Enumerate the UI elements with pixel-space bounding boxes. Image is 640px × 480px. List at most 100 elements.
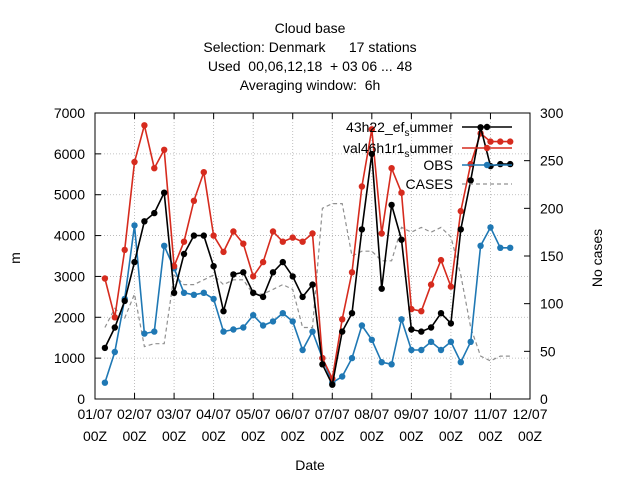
data-point bbox=[101, 275, 109, 282]
data-point bbox=[230, 271, 237, 278]
data-point bbox=[467, 177, 474, 184]
x-tick-sublabel: 00Z bbox=[162, 428, 187, 444]
legend-marker bbox=[483, 123, 491, 131]
chart-title-line-3: Used 00,06,12,18 + 03 06 ... 48 bbox=[208, 58, 413, 74]
data-point bbox=[200, 289, 207, 296]
data-point bbox=[289, 318, 296, 325]
x-tick-label: 06/07 bbox=[275, 406, 310, 422]
data-point bbox=[210, 232, 217, 239]
data-point bbox=[250, 273, 257, 280]
data-point bbox=[269, 318, 277, 325]
data-point bbox=[339, 373, 346, 380]
x-axis-label: Date bbox=[295, 457, 325, 473]
series-line bbox=[104, 125, 511, 382]
x-tick-sublabel: 00Z bbox=[202, 428, 227, 444]
data-point bbox=[427, 338, 435, 345]
data-point bbox=[457, 207, 464, 215]
data-point bbox=[259, 258, 267, 266]
data-point bbox=[161, 242, 168, 249]
data-point bbox=[200, 232, 207, 239]
series-cases bbox=[104, 203, 511, 362]
data-point bbox=[151, 209, 158, 217]
data-point bbox=[319, 361, 326, 368]
data-point bbox=[250, 312, 257, 319]
data-point bbox=[398, 189, 405, 196]
series-line bbox=[104, 225, 511, 384]
data-point bbox=[101, 379, 109, 386]
y-tick-label: 2000 bbox=[54, 309, 85, 325]
data-point bbox=[210, 263, 217, 270]
y-tick-label: 6000 bbox=[54, 146, 85, 162]
x-tick-label: 05/07 bbox=[236, 406, 271, 422]
data-point bbox=[497, 138, 504, 145]
data-point bbox=[497, 160, 504, 168]
data-point bbox=[151, 165, 158, 172]
data-point bbox=[398, 316, 405, 323]
data-point bbox=[259, 293, 267, 301]
series-obs bbox=[101, 222, 514, 386]
data-point bbox=[240, 240, 247, 247]
data-point bbox=[447, 338, 455, 345]
data-point bbox=[378, 359, 385, 366]
legend-label: 43h22_efsummer bbox=[346, 119, 453, 139]
data-point bbox=[180, 238, 188, 245]
data-point bbox=[427, 281, 435, 288]
data-point bbox=[289, 273, 296, 280]
x-tick-label: 07/07 bbox=[315, 406, 350, 422]
data-point bbox=[151, 328, 158, 335]
data-point bbox=[507, 160, 514, 168]
chart-title-line-2: Selection: Denmark 17 stations bbox=[203, 39, 416, 55]
y2-axis-label: No cases bbox=[589, 229, 605, 287]
data-point bbox=[388, 201, 395, 209]
data-point bbox=[269, 269, 277, 276]
data-point bbox=[418, 308, 425, 315]
legend-marker bbox=[483, 161, 491, 169]
data-point bbox=[368, 126, 375, 133]
data-point bbox=[348, 310, 356, 317]
chart-title-line-1: Cloud base bbox=[275, 20, 346, 36]
x-tick-label: 10/07 bbox=[433, 406, 468, 422]
data-point bbox=[507, 244, 514, 251]
data-point bbox=[329, 381, 336, 388]
x-tick-label: 08/07 bbox=[354, 406, 389, 422]
data-point bbox=[368, 336, 375, 343]
data-point bbox=[111, 324, 119, 331]
data-point bbox=[358, 226, 366, 233]
data-point bbox=[131, 222, 138, 229]
data-point bbox=[111, 314, 119, 321]
data-point bbox=[161, 146, 168, 153]
series-line bbox=[104, 203, 511, 362]
data-point bbox=[408, 346, 415, 354]
x-tick-sublabel: 00Z bbox=[360, 428, 385, 444]
data-point bbox=[299, 238, 306, 245]
data-point bbox=[437, 256, 445, 264]
data-point bbox=[180, 289, 188, 296]
legend-marker bbox=[483, 144, 491, 152]
data-point bbox=[299, 346, 306, 354]
x-tick-sublabel: 00Z bbox=[122, 428, 147, 444]
data-point bbox=[240, 324, 247, 331]
data-point bbox=[200, 169, 207, 176]
y2-tick-label: 50 bbox=[540, 343, 556, 359]
data-point bbox=[348, 354, 356, 362]
x-tick-sublabel: 00Z bbox=[320, 428, 345, 444]
data-point bbox=[141, 218, 148, 225]
legend-label: val46h1r1summer bbox=[343, 140, 453, 160]
data-point bbox=[111, 348, 119, 356]
data-point bbox=[279, 310, 286, 317]
data-point bbox=[388, 361, 395, 368]
x-tick-label: 03/07 bbox=[157, 406, 192, 422]
data-point bbox=[141, 330, 148, 337]
y2-tick-label: 100 bbox=[540, 296, 564, 312]
data-point bbox=[210, 295, 217, 303]
data-point bbox=[220, 328, 227, 335]
data-point bbox=[279, 258, 286, 266]
data-point bbox=[309, 230, 316, 237]
x-tick-sublabel: 00Z bbox=[478, 428, 503, 444]
data-point bbox=[309, 281, 316, 288]
data-point bbox=[457, 359, 464, 366]
x-tick-label: 11/07 bbox=[473, 406, 507, 422]
y-tick-label: 4000 bbox=[54, 228, 85, 244]
data-point bbox=[121, 297, 128, 305]
